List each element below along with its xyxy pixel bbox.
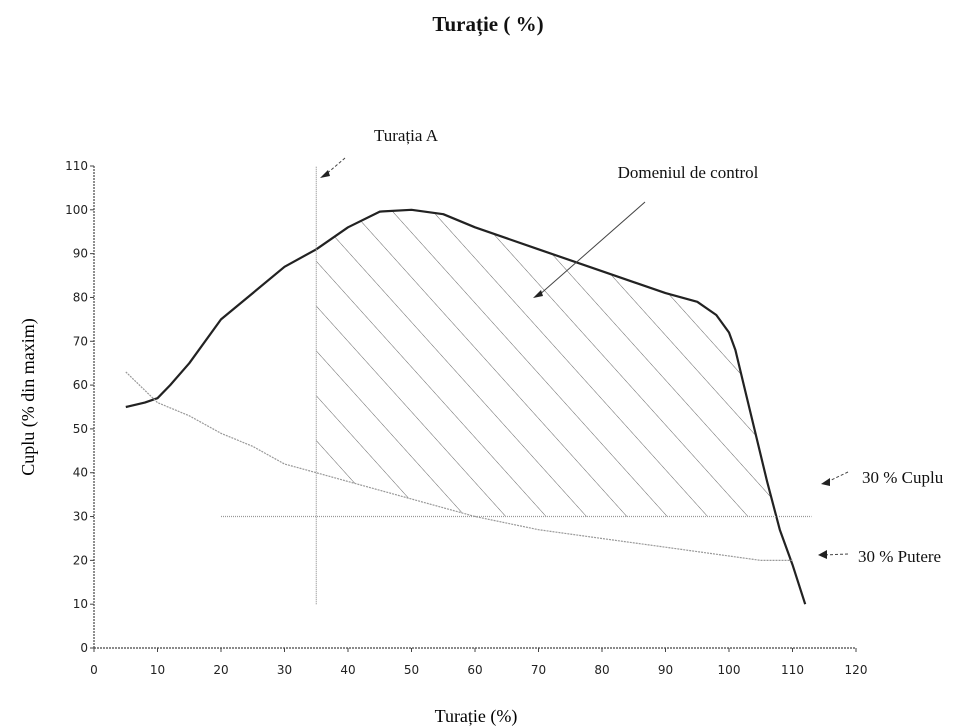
y-tick-label: 90 [73,247,88,261]
x-tick-label: 60 [467,663,482,677]
arrowhead-domeniul [533,290,543,298]
x-tick-label: 110 [781,663,804,677]
y-tick-label: 10 [73,597,88,611]
annotations [320,157,849,559]
y-tick-label: 110 [65,159,88,173]
x-tick-label: 100 [718,663,741,677]
series-layer [125,166,812,605]
y-tick-label: 50 [73,422,88,436]
torque-curve [125,208,807,605]
arrowhead-turatia-a [320,170,330,178]
x-axis-label: Turație (%) [435,706,518,727]
y-tick-label: 30 [73,510,88,524]
arrowhead-putere [818,550,827,559]
x-tick-label: 120 [845,663,868,677]
x-tick-label: 80 [594,663,609,677]
tick-labels: 0 10 20 30 40 50 60 70 80 90 100 110 120 0 10 20 30 40 50 6… [65,159,867,677]
y-tick-label: 60 [73,378,88,392]
page-title: Turație ( %) [432,12,544,36]
y-axis-label: Cuplu (% din maxim) [18,318,39,475]
x-tick-label: 10 [150,663,165,677]
y-tick-label: 80 [73,290,88,304]
y-tick-label: 0 [80,641,88,655]
x-tick-label: 90 [658,663,673,677]
annotation-labels: Turația A Domeniul de control 30 % Cuplu 30… [374,126,944,566]
y-tick-label: 100 [65,203,88,217]
power-30-percent-curve [125,371,793,562]
x-tick-label: 30 [277,663,292,677]
y-tick-label: 20 [73,553,88,567]
x-tick-label: 70 [531,663,546,677]
annotation-30-cuplu: 30 % Cuplu [862,468,944,487]
x-tick-label: 50 [404,663,419,677]
x-tick-label: 40 [340,663,355,677]
annotation-turatia-a: Turația A [374,126,439,145]
annotation-domeniul-arrow [537,201,646,297]
annotation-domeniul-de-control: Domeniul de control [618,163,759,182]
annotation-30-putere: 30 % Putere [858,547,941,566]
y-tick-label: 70 [73,334,88,348]
arrowhead-cuplu [821,478,830,486]
x-tick-label: 0 [90,663,98,677]
x-tick-label: 20 [213,663,228,677]
y-tick-label: 40 [73,466,88,480]
